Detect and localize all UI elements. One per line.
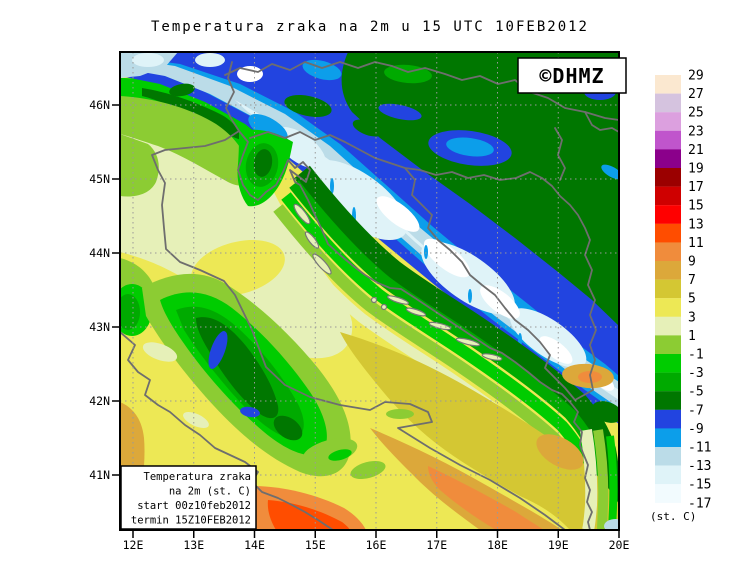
legend-label: 5 <box>688 292 696 307</box>
legend-label: 1 <box>688 329 696 344</box>
legend-swatch <box>655 130 681 150</box>
legend-swatch <box>655 242 681 262</box>
legend-swatch <box>655 354 681 373</box>
legend-swatch <box>655 168 681 187</box>
x-axis-label: 17E <box>426 538 447 552</box>
legend-swatch <box>655 149 681 169</box>
legend-label: 17 <box>688 180 704 195</box>
legend-label: -11 <box>688 441 711 456</box>
legend-swatch <box>655 409 681 429</box>
legend-swatch <box>655 205 681 224</box>
legend-label: -7 <box>688 403 704 418</box>
legend-label: 7 <box>688 273 696 288</box>
x-axis-label: 20E <box>609 538 630 552</box>
legend-swatch <box>655 298 681 317</box>
y-axis-label: 42N <box>89 394 110 408</box>
temperature-field <box>120 52 619 530</box>
x-axis-label: 12E <box>123 538 144 552</box>
legend-label: 19 <box>688 162 704 177</box>
dhmz-logo-box: ©DHMZ <box>517 57 627 94</box>
info-box: Temperatura zraka na 2m (st. C) start 00… <box>120 465 257 530</box>
y-axis-label: 44N <box>89 246 110 260</box>
legend-label: 23 <box>688 124 704 139</box>
legend-swatch <box>655 75 681 94</box>
x-axis-label: 19E <box>548 538 569 552</box>
legend-unit: (st. C) <box>650 510 696 523</box>
info-line-1: Temperatura zraka <box>144 471 251 483</box>
legend-label: 25 <box>688 106 704 121</box>
x-axis-label: 18E <box>487 538 508 552</box>
legend-swatch <box>655 279 681 299</box>
legend-label: -15 <box>688 478 711 493</box>
legend-swatch <box>655 372 681 392</box>
legend-colorbar: 29 27 25 23 21 19 17 15 13 11 9 7 5 3 1 -1 -3 -5 -7 -9 -11 -1… <box>655 69 711 511</box>
legend-swatch <box>655 391 681 410</box>
legend-swatch <box>655 186 681 206</box>
legend-swatch <box>655 335 681 355</box>
dhmz-logo-text: ©DHMZ <box>539 64 604 88</box>
legend-label: 27 <box>688 87 704 102</box>
islands <box>293 203 503 361</box>
legend-label: 15 <box>688 199 704 214</box>
legend-swatch <box>655 223 681 243</box>
legend-label: 29 <box>688 69 704 84</box>
y-axis-label: 43N <box>89 320 110 334</box>
legend-label: -13 <box>688 459 711 474</box>
x-axis-label: 15E <box>305 538 326 552</box>
coastlines <box>120 61 619 530</box>
legend-swatch <box>655 93 681 113</box>
y-axis-label: 41N <box>89 468 110 482</box>
x-axis-label: 13E <box>183 538 204 552</box>
legend-label: -3 <box>688 366 704 381</box>
y-axis-label: 46N <box>89 98 110 112</box>
x-axis-label: 16E <box>366 538 387 552</box>
legend-label: 13 <box>688 217 704 232</box>
legend-label: 11 <box>688 236 704 251</box>
info-line-2: na 2m (st. C) <box>169 486 251 498</box>
legend-label: 3 <box>688 310 696 325</box>
graticule <box>120 52 619 530</box>
legend-swatch <box>655 316 681 336</box>
legend-swatch <box>655 484 681 503</box>
legend-swatch <box>655 428 681 448</box>
legend-swatch <box>655 261 681 280</box>
info-line-3: start 00z10feb2012 <box>137 500 251 512</box>
y-axis-labels: 46N 45N 44N 43N 42N 41N <box>89 98 110 482</box>
legend-label: 9 <box>688 255 696 270</box>
axis-ticks <box>112 104 620 538</box>
legend-swatch <box>655 465 681 485</box>
x-axis-label: 14E <box>244 538 265 552</box>
x-axis-labels: 12E 13E 14E 15E 16E 17E 18E 19E 20E <box>123 538 630 552</box>
legend-label: -5 <box>688 385 704 400</box>
legend-swatch <box>655 112 681 131</box>
legend-swatch <box>655 447 681 466</box>
legend-label: 21 <box>688 143 704 158</box>
legend-label: -1 <box>688 348 704 363</box>
legend-label: -9 <box>688 422 704 437</box>
y-axis-label: 45N <box>89 172 110 186</box>
info-line-4: termin 15Z10FEB2012 <box>131 515 251 527</box>
legend-label: -17 <box>688 496 711 511</box>
map-frame <box>119 51 620 531</box>
map-title: Temperatura zraka na 2m u 15 UTC 10FEB20… <box>151 19 589 35</box>
